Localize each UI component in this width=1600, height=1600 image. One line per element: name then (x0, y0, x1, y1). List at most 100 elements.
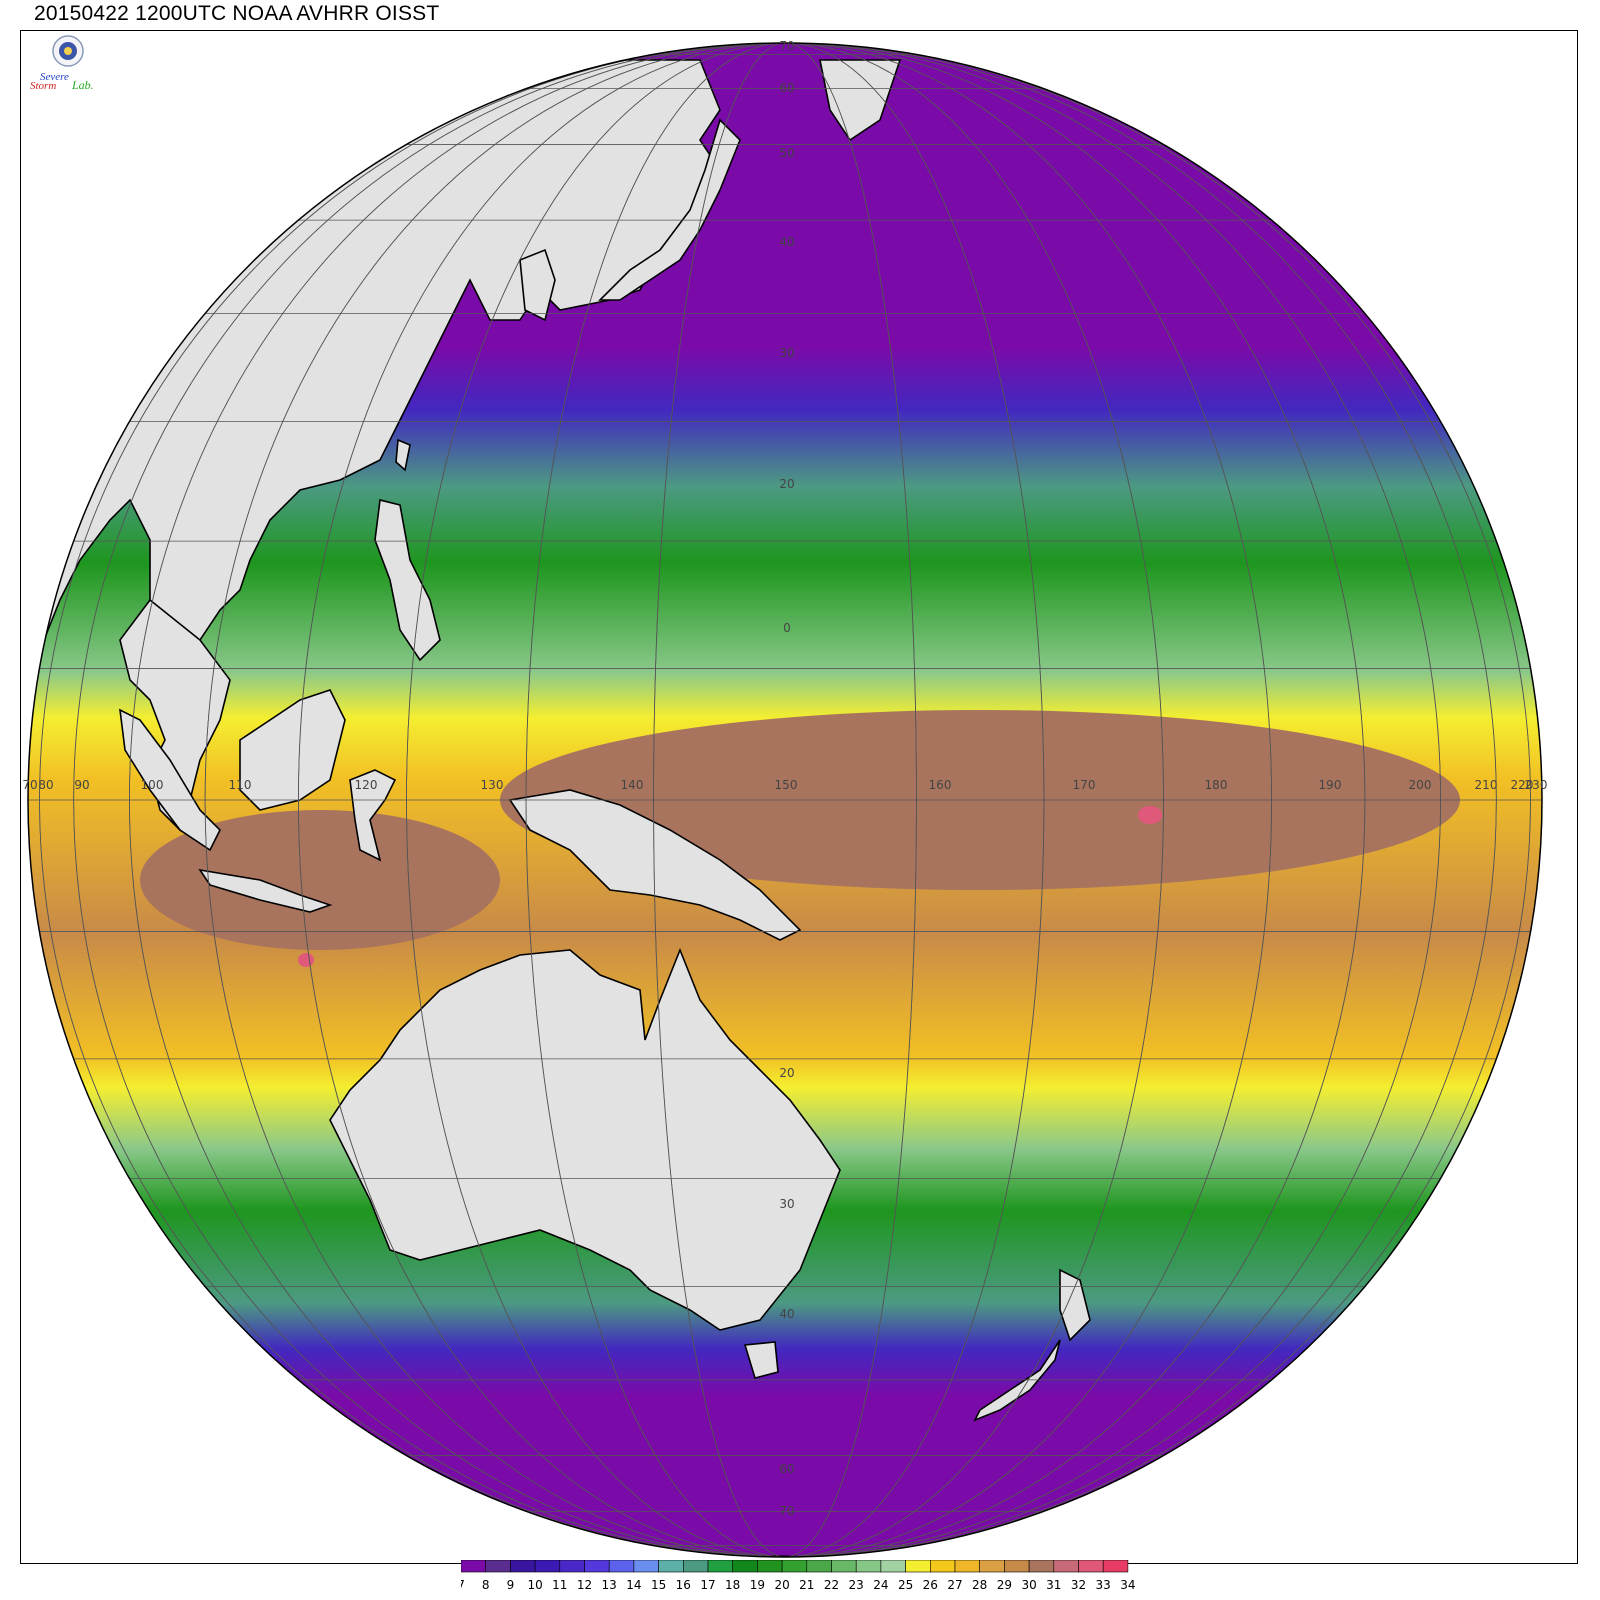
colorbar-tick-label: 15 (651, 1578, 666, 1592)
longitude-label: 150 (775, 778, 798, 792)
longitude-labels: 70 80 90 100 110 120 130 140 150 160 170 180 190 200 2… (22, 778, 1547, 792)
indochina-malaya (119, 598, 231, 832)
colorbar-tick-label: 28 (972, 1578, 987, 1592)
longitude-label: 70 (22, 778, 37, 792)
taiwan (395, 438, 411, 472)
longitude-label: 160 (929, 778, 952, 792)
new-zealand-north (1059, 1268, 1091, 1342)
latitude-label: 30 (779, 346, 794, 360)
latitude-label: 70 (779, 39, 794, 53)
colorbar-tick-label: 9 (507, 1578, 515, 1592)
colorbar-swatch (880, 1560, 906, 1573)
colorbar-tick-label: 10 (527, 1578, 542, 1592)
sumatra (119, 708, 221, 852)
colorbar-tick-label: 14 (626, 1578, 641, 1592)
longitude-label: 130 (481, 778, 504, 792)
tasmania (743, 1341, 779, 1379)
latitude-label: 60 (779, 1462, 794, 1476)
longitude-label: 190 (1319, 778, 1342, 792)
colorbar-swatch (1028, 1560, 1055, 1573)
colorbar-swatch (510, 1560, 536, 1573)
colorbar-swatch (559, 1560, 585, 1573)
latitude-label: 20 (779, 477, 794, 491)
colorbar-swatch (855, 1560, 882, 1573)
colorbar-tick-label: 17 (700, 1578, 715, 1592)
colorbar-tick-label: 21 (799, 1578, 814, 1592)
latitude-label: 40 (779, 1307, 794, 1321)
colorbar-tick-label: 20 (774, 1578, 789, 1592)
borneo (239, 689, 346, 811)
colorbar-tick-label: 13 (602, 1578, 617, 1592)
colorbar-swatch (954, 1560, 981, 1573)
latitude-label: 30 (779, 1197, 794, 1211)
sulawesi (349, 769, 397, 862)
colorbar-swatch (1102, 1560, 1129, 1573)
java (198, 868, 333, 913)
colorbar-swatch (1078, 1560, 1104, 1573)
colorbar-tick-label: 16 (676, 1578, 691, 1592)
colorbar-swatch (929, 1560, 956, 1573)
longitude-label: 220 (1511, 778, 1534, 792)
longitude-label: 170 (1073, 778, 1096, 792)
colorbar-tick-label: 34 (1120, 1578, 1135, 1592)
colorbar-tick-label: 12 (577, 1578, 592, 1592)
colorbar-tick-label: 8 (482, 1578, 490, 1592)
colorbar-swatch (584, 1560, 610, 1573)
new-guinea (508, 789, 802, 941)
colorbar-swatch (831, 1560, 857, 1573)
colorbar-tick-label: 22 (824, 1578, 839, 1592)
colorbar-tick-label: 30 (1021, 1578, 1036, 1592)
latitude-label: 70 (779, 1504, 794, 1518)
australia (329, 947, 841, 1331)
latitude-labels: 70 60 50 40 30 20 0 20 30 40 60 70 (779, 39, 794, 1518)
latitude-label: 60 (779, 81, 794, 95)
colorbar-swatch (707, 1560, 734, 1573)
colorbar-swatch (732, 1560, 758, 1573)
colorbar-tick-label: 27 (947, 1578, 962, 1592)
colorbar-legend: 7 8 9 10 11 12 13 14 15 16 17 18 19 20 21 22 23 24 25 26 27 2… (461, 1560, 1136, 1592)
longitude-label: 230 (1525, 778, 1548, 792)
colorbar-swatch (658, 1560, 684, 1573)
colorbar-swatch (1004, 1560, 1030, 1573)
colorbar-tick-label: 29 (997, 1578, 1012, 1592)
colorbar-swatch (979, 1560, 1005, 1573)
korea (519, 248, 556, 322)
colorbar-swatch (485, 1560, 511, 1573)
colorbar-swatch (1053, 1560, 1079, 1573)
latitude-label: 0 (783, 621, 791, 635)
colorbar-tick-label: 19 (750, 1578, 765, 1592)
latitude-label: 50 (779, 146, 794, 160)
longitude-label: 200 (1409, 778, 1432, 792)
longitude-label: 90 (74, 778, 89, 792)
colorbar-tick-label: 33 (1096, 1578, 1111, 1592)
logo-word-storm: Storm (30, 80, 56, 92)
colorbar-tick-label: 32 (1071, 1578, 1086, 1592)
latitude-label: 20 (779, 1066, 794, 1080)
colorbar-swatches (461, 1560, 1129, 1573)
japan (598, 118, 741, 301)
colorbar-tick-label: 31 (1046, 1578, 1061, 1592)
longitude-label: 80 (38, 778, 53, 792)
colorbar-tick-label: 25 (898, 1578, 913, 1592)
colorbar-swatch (781, 1560, 808, 1573)
latitude-label: 40 (779, 235, 794, 249)
colorbar-tick-label: 24 (873, 1578, 888, 1592)
colorbar-swatch (683, 1560, 709, 1573)
longitude-label: 140 (621, 778, 644, 792)
longitude-label: 110 (229, 778, 252, 792)
colorbar-tick-label: 26 (923, 1578, 938, 1592)
colorbar-swatch (806, 1560, 832, 1573)
warm-pool-west (140, 810, 500, 950)
colorbar-tick-label: 7 (461, 1578, 465, 1592)
longitude-label: 120 (355, 778, 378, 792)
map-title: 20150422 1200UTC NOAA AVHRR OISST (34, 2, 440, 25)
colorbar-swatch (633, 1560, 659, 1573)
logo-word-lab: Lab. (71, 78, 94, 92)
hot-spot-1 (1138, 806, 1162, 824)
colorbar-tick-label: 11 (552, 1578, 567, 1592)
longitude-label: 180 (1205, 778, 1228, 792)
colorbar-swatch (905, 1560, 931, 1573)
globe-outline (27, 42, 1543, 1558)
longitude-label: 210 (1475, 778, 1498, 792)
